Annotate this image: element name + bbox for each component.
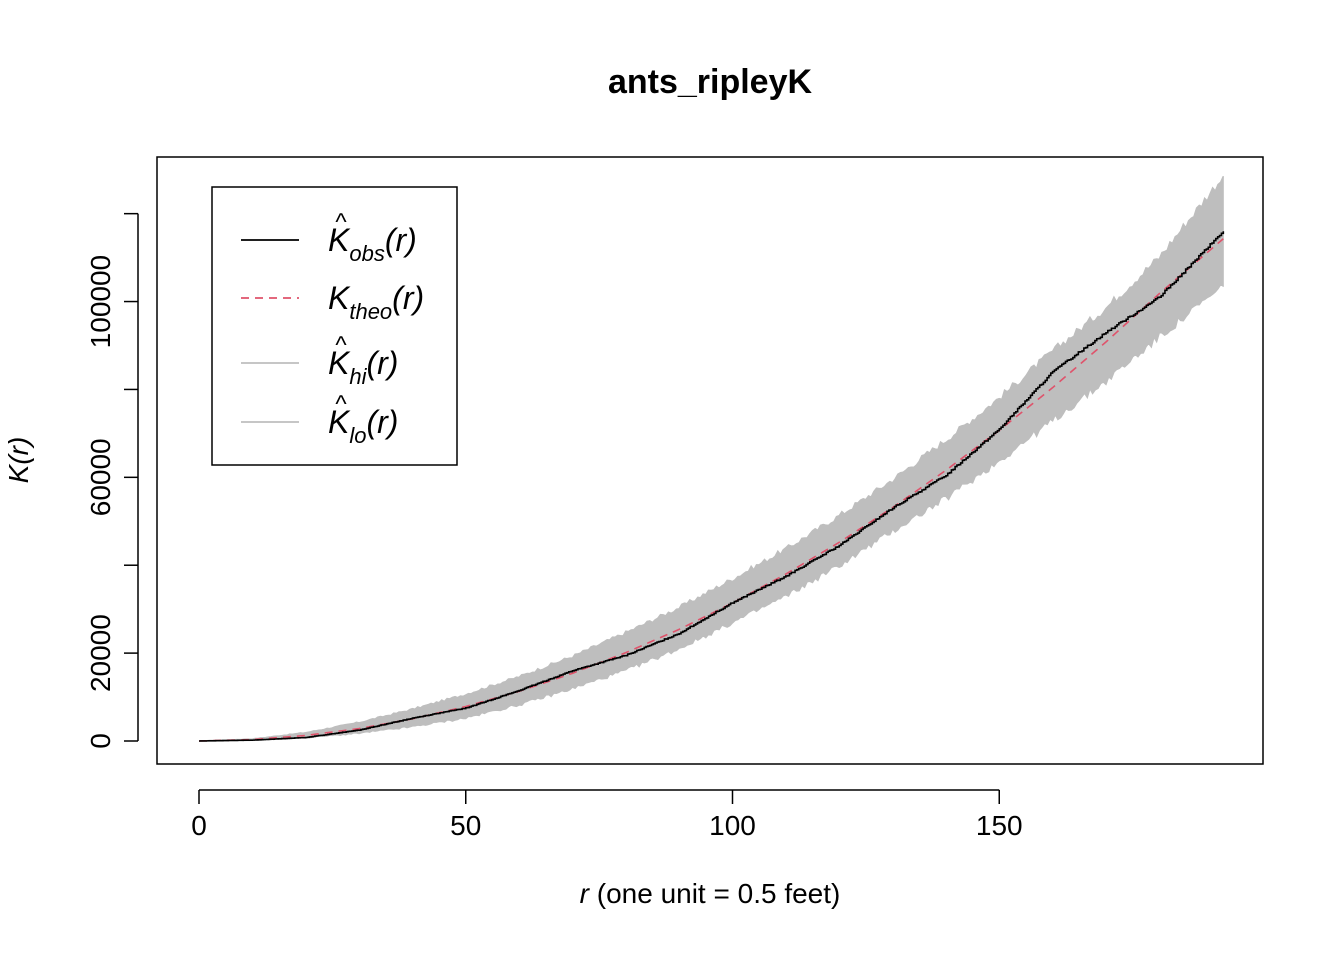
y-tick-label: 100000 bbox=[85, 255, 116, 348]
x-axis: 0 50 100 150 bbox=[191, 789, 1023, 841]
x-tick-label: 150 bbox=[976, 810, 1023, 841]
legend-label-hi: Khi(r) bbox=[328, 345, 398, 389]
x-axis-label: r (one unit = 0.5 feet) bbox=[580, 878, 841, 909]
legend-label-obs: Kobs(r) bbox=[328, 222, 417, 266]
y-axis: 0 20000 60000 100000 bbox=[85, 212, 139, 749]
x-axis-label-unit: (one unit = 0.5 feet) bbox=[589, 878, 840, 909]
y-axis-label: K(r) bbox=[3, 437, 34, 484]
series-lo-line bbox=[198, 283, 1224, 742]
y-tick-label: 60000 bbox=[85, 438, 116, 516]
y-tick-label: 0 bbox=[85, 733, 116, 749]
x-tick-label: 0 bbox=[191, 810, 207, 841]
series-obs-line bbox=[199, 231, 1225, 742]
legend-label-lo: Klo(r) bbox=[328, 404, 398, 448]
plot-frame bbox=[156, 156, 1264, 765]
x-tick-label: 50 bbox=[450, 810, 481, 841]
x-axis-label-var: r bbox=[580, 878, 591, 909]
legend-hat-hi: ^ bbox=[335, 332, 347, 359]
legend-box bbox=[211, 186, 458, 466]
legend-hat-obs: ^ bbox=[335, 209, 347, 236]
x-tick-label: 100 bbox=[709, 810, 756, 841]
y-tick-label: 20000 bbox=[85, 614, 116, 692]
series-hi-line bbox=[198, 176, 1225, 742]
legend: Kobs(r)^Ktheo(r)Khi(r)^Klo(r)^ bbox=[211, 186, 458, 466]
legend-label-theo: Ktheo(r) bbox=[328, 280, 424, 324]
legend-hat-lo: ^ bbox=[335, 391, 347, 418]
chart-title: ants_ripleyK bbox=[608, 63, 813, 101]
plot-area bbox=[198, 176, 1225, 742]
